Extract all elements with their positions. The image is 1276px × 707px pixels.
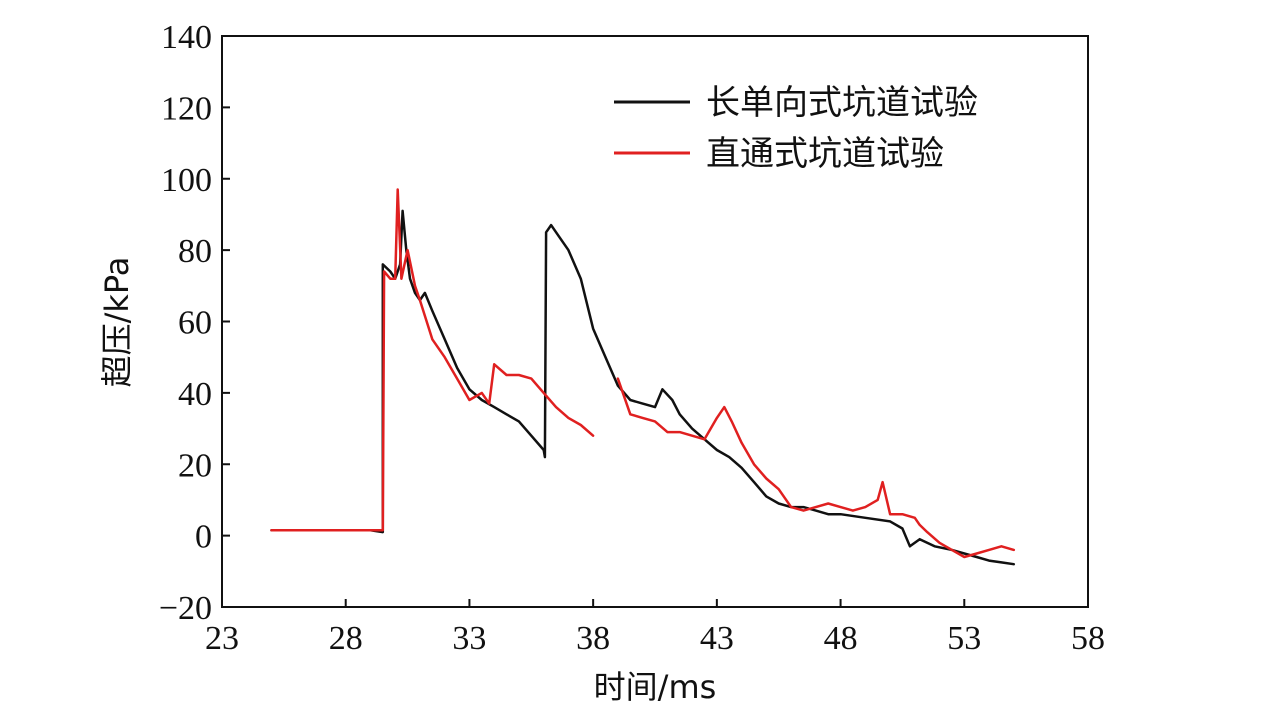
y-tick-label: 140 <box>161 19 212 56</box>
y-tick-label: 100 <box>161 162 212 199</box>
y-tick-label: 40 <box>178 376 212 413</box>
y-tick-label: 80 <box>178 233 212 270</box>
ticks: 23 28 33 38 43 48 53 58 −20 0 20 40 60 80 100 120 140 <box>159 19 1105 657</box>
y-tick-label: 120 <box>161 90 212 127</box>
legend-label-series-2: 直通式坑道试验 <box>706 134 944 174</box>
x-tick-label: 48 <box>824 620 858 657</box>
y-tick-label: 0 <box>195 519 212 556</box>
series-line-2 <box>270 188 1016 559</box>
y-tick-label: 60 <box>178 305 212 342</box>
x-tick-label: 43 <box>700 620 734 657</box>
x-tick-label: 53 <box>947 620 981 657</box>
y-tick-label: −20 <box>159 590 212 627</box>
y-tick-label: 20 <box>178 447 212 484</box>
series-layer <box>270 188 1016 566</box>
x-tick-label: 33 <box>452 620 486 657</box>
series-line-1 <box>270 209 1016 566</box>
y-axis-title: 超压/kPa <box>98 257 136 388</box>
x-tick-label: 23 <box>205 620 239 657</box>
x-tick-label: 38 <box>576 620 610 657</box>
x-tick-label: 28 <box>329 620 363 657</box>
legend-label-series-1: 长单向式坑道试验 <box>706 83 978 123</box>
legend: 长单向式坑道试验 直通式坑道试验 <box>614 83 978 174</box>
x-tick-label: 58 <box>1071 620 1105 657</box>
x-axis-title: 时间/ms <box>594 668 717 706</box>
